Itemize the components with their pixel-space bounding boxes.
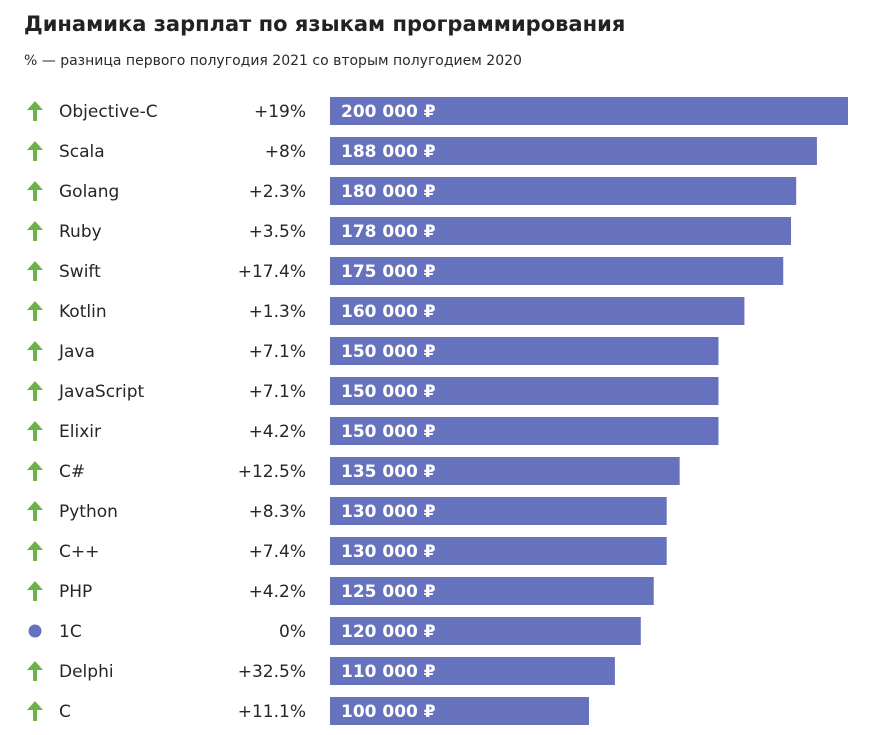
up-arrow-icon xyxy=(27,501,43,521)
neutral-dot-icon xyxy=(28,624,42,638)
change-label: +17.4% xyxy=(238,262,306,282)
language-label: C xyxy=(59,702,71,722)
chart-row-php: PHP +4.2% 125 000 ₽ xyxy=(27,577,654,605)
up-arrow-icon xyxy=(27,541,43,561)
salary-bar xyxy=(330,577,654,605)
salary-bar xyxy=(330,217,792,245)
up-arrow-icon xyxy=(27,381,43,401)
bar-value-label: 160 000 ₽ xyxy=(341,302,436,322)
chart-row-c: C++ +7.4% 130 000 ₽ xyxy=(27,537,667,565)
change-label: +4.2% xyxy=(249,422,306,442)
salary-bar xyxy=(330,97,848,125)
change-label: +32.5% xyxy=(238,662,306,682)
salary-bar xyxy=(330,657,615,685)
chart-row-elixir: Elixir +4.2% 150 000 ₽ xyxy=(27,417,719,445)
change-label: +11.1% xyxy=(238,702,306,722)
language-label: Golang xyxy=(59,182,119,202)
language-label: Scala xyxy=(59,142,105,162)
bar-value-label: 125 000 ₽ xyxy=(341,582,436,602)
salary-bar xyxy=(330,137,817,165)
up-arrow-icon xyxy=(27,301,43,321)
chart-row-1c: 1C 0% 120 000 ₽ xyxy=(28,617,641,645)
change-label: +7.1% xyxy=(249,382,306,402)
salary-bar xyxy=(330,177,797,205)
bar-value-label: 130 000 ₽ xyxy=(341,542,436,562)
chart-row-java: Java +7.1% 150 000 ₽ xyxy=(27,337,719,365)
chart-row-kotlin: Kotlin +1.3% 160 000 ₽ xyxy=(27,297,745,325)
change-label: +2.3% xyxy=(249,182,306,202)
change-label: +19% xyxy=(254,102,306,122)
up-arrow-icon xyxy=(27,101,43,121)
language-label: Swift xyxy=(59,262,101,282)
language-label: PHP xyxy=(59,582,92,602)
change-label: +4.2% xyxy=(249,582,306,602)
salary-bar xyxy=(330,417,719,445)
bar-value-label: 120 000 ₽ xyxy=(341,622,436,642)
chart-subtitle: % — разница первого полугодия 2021 со вт… xyxy=(24,53,522,69)
chart-row-delphi: Delphi +32.5% 110 000 ₽ xyxy=(27,657,615,685)
change-label: +7.4% xyxy=(249,542,306,562)
up-arrow-icon xyxy=(27,421,43,441)
up-arrow-icon xyxy=(27,261,43,281)
change-label: +3.5% xyxy=(249,222,306,242)
salary-bar xyxy=(330,537,667,565)
language-label: Kotlin xyxy=(59,302,107,322)
change-label: 0% xyxy=(279,622,306,642)
up-arrow-icon xyxy=(27,461,43,481)
change-label: +1.3% xyxy=(249,302,306,322)
language-label: Elixir xyxy=(59,422,101,442)
language-label: 1C xyxy=(59,622,82,642)
salary-bar xyxy=(330,297,745,325)
salary-bar xyxy=(330,457,680,485)
change-label: +8.3% xyxy=(249,502,306,522)
up-arrow-icon xyxy=(27,661,43,681)
bar-value-label: 130 000 ₽ xyxy=(341,502,436,522)
bar-value-label: 150 000 ₽ xyxy=(341,382,436,402)
up-arrow-icon xyxy=(27,581,43,601)
bar-value-label: 188 000 ₽ xyxy=(341,142,436,162)
salary-bar xyxy=(330,697,589,725)
change-label: +12.5% xyxy=(238,462,306,482)
language-label: JavaScript xyxy=(58,382,145,402)
salary-bar xyxy=(330,497,667,525)
language-label: Objective-C xyxy=(59,102,158,122)
up-arrow-icon xyxy=(27,701,43,721)
salary-bar xyxy=(330,617,641,645)
bar-value-label: 100 000 ₽ xyxy=(341,702,436,722)
chart-row-swift: Swift +17.4% 175 000 ₽ xyxy=(27,257,784,285)
chart-row-scala: Scala +8% 188 000 ₽ xyxy=(27,137,817,165)
salary-bar xyxy=(330,377,719,405)
bar-value-label: 178 000 ₽ xyxy=(341,222,436,242)
language-label: Delphi xyxy=(59,662,114,682)
bar-value-label: 135 000 ₽ xyxy=(341,462,436,482)
bar-value-label: 150 000 ₽ xyxy=(341,342,436,362)
bar-value-label: 150 000 ₽ xyxy=(341,422,436,442)
up-arrow-icon xyxy=(27,181,43,201)
salary-bar xyxy=(330,337,719,365)
chart-row-ruby: Ruby +3.5% 178 000 ₽ xyxy=(27,217,792,245)
up-arrow-icon xyxy=(27,341,43,361)
language-label: Python xyxy=(59,502,118,522)
chart-row-c: C# +12.5% 135 000 ₽ xyxy=(27,457,680,485)
up-arrow-icon xyxy=(27,221,43,241)
language-label: Java xyxy=(58,342,95,362)
change-label: +7.1% xyxy=(249,342,306,362)
language-label: C++ xyxy=(59,542,99,562)
chart-row-c: C +11.1% 100 000 ₽ xyxy=(27,697,589,725)
up-arrow-icon xyxy=(27,141,43,161)
language-label: C# xyxy=(59,462,85,482)
chart-row-python: Python +8.3% 130 000 ₽ xyxy=(27,497,667,525)
language-label: Ruby xyxy=(59,222,102,242)
bar-value-label: 175 000 ₽ xyxy=(341,262,436,282)
chart-row-javascript: JavaScript +7.1% 150 000 ₽ xyxy=(27,377,719,405)
salary-bar xyxy=(330,257,784,285)
chart-row-golang: Golang +2.3% 180 000 ₽ xyxy=(27,177,797,205)
chart-title: Динамика зарплат по языкам программирова… xyxy=(24,12,626,36)
bar-value-label: 180 000 ₽ xyxy=(341,182,436,202)
chart-row-objective-c: Objective-C +19% 200 000 ₽ xyxy=(27,97,848,125)
change-label: +8% xyxy=(265,142,306,162)
bar-value-label: 200 000 ₽ xyxy=(341,102,436,122)
bar-value-label: 110 000 ₽ xyxy=(341,662,436,682)
